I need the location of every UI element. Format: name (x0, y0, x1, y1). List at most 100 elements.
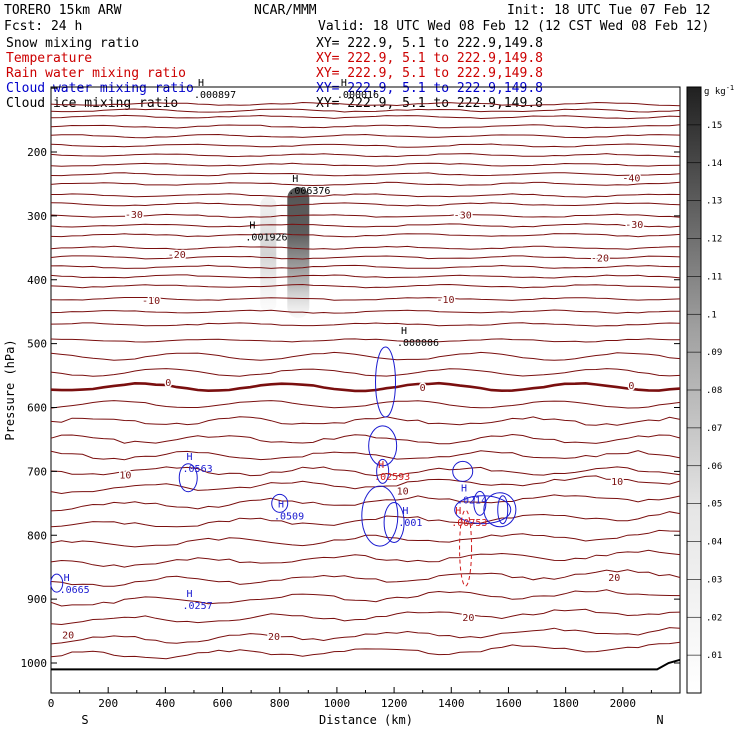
isotherm-line (50, 322, 681, 327)
extremum-letter: H (187, 589, 193, 600)
temperature-contour-label: -30 (625, 220, 643, 231)
extremum-value: .0665 (60, 585, 90, 596)
extremum-letter: H (378, 460, 384, 471)
legend-xy-cloud-water: XY= 222.9, 5.1 to 222.9,149.8 (316, 81, 543, 96)
extremum-value: .00753 (451, 518, 487, 529)
extremum-value: .000897 (194, 90, 236, 101)
snow-shading-layer (260, 187, 310, 319)
extrema-labels: H.000897H.000016H.006376H.001926H.000006… (60, 78, 488, 612)
x-tick-label: 1800 (552, 697, 579, 710)
temperature-contour-labels: -40 -30 -30 -30 -20 -20 -10 -10 0 0 0 10 10 10 20 20 20 2… (61, 172, 645, 645)
y-axis-title: Pressure (hPa) (3, 339, 17, 440)
legend-name-rain: Rain water mixing ratio (6, 66, 186, 81)
isotherm-line (50, 255, 681, 260)
isotherm-line (50, 133, 681, 139)
y-tick-label: 800 (27, 529, 47, 542)
temperature-contour-label: -30 (454, 211, 472, 222)
extremum-letter: H (187, 452, 193, 463)
cloud-water-contour (361, 485, 399, 547)
isotherm-line (50, 114, 681, 120)
x-tick-label: 1600 (495, 697, 522, 710)
y-tick-label: 700 (27, 465, 47, 478)
isotherm-line (50, 511, 681, 528)
snow-shading-2 (287, 187, 310, 319)
cloud-water-contour (368, 425, 398, 467)
extremum-letter: H (292, 174, 298, 185)
isotherm-line (50, 143, 681, 148)
x-axis: 0 200 400 600 800 1000 1200 1400 1600 1800 2000 (48, 687, 652, 710)
extremum-value: .006376 (288, 186, 330, 197)
colorbar-unit: g kg-1 (704, 84, 734, 97)
isotherm-line (50, 368, 681, 377)
y-tick-label: 600 (27, 402, 47, 415)
temperature-contour-label: 20 (608, 573, 620, 584)
isotherm-line (50, 433, 681, 445)
valid-time: Valid: 18 UTC Wed 08 Feb 12 (12 CST Wed … (318, 19, 709, 34)
x-axis-title: Distance (km) (319, 713, 413, 727)
header: TORERO 15km ARW NCAR/MMM Init: 18 UTC Tu… (4, 3, 711, 34)
isotherm-line (50, 245, 680, 250)
isotherm-line (50, 162, 681, 167)
isotherm-line (50, 627, 681, 645)
legend-xy-rain: XY= 222.9, 5.1 to 222.9,149.8 (316, 66, 543, 81)
isotherm-line (50, 172, 681, 177)
y-tick-label: 500 (27, 338, 47, 351)
extremum-value: .000006 (397, 338, 439, 349)
colorbar: .01 .02 .03 .04 .05 .06 .07 .08 .09 .1 .11 .12 .13 .1… (686, 84, 734, 694)
model-title: TORERO 15km ARW (4, 3, 122, 18)
colorbar-tick-label: .06 (706, 462, 722, 472)
isotherm-line (50, 400, 681, 409)
extremum-letter: H (401, 326, 407, 337)
colorbar-tick-label: .15 (706, 121, 722, 131)
south-end-label: S (81, 713, 88, 727)
rain-contour (459, 509, 473, 587)
isotherm-line (50, 641, 681, 660)
legend-name-cloud-ice: Cloud ice mixing ratio (6, 96, 178, 111)
temperature-contour-label: 20 (268, 632, 280, 643)
extremum-value: .001 (398, 518, 422, 529)
cloud-water-contour (271, 493, 289, 513)
y-tick-label: 200 (27, 146, 47, 159)
y-tick-label: 1000 (21, 657, 48, 670)
temperature-contour-label: 0 (420, 383, 426, 394)
isotherm-line (50, 233, 681, 238)
isotherm-line (50, 338, 681, 343)
isotherm-line (50, 450, 681, 461)
isotherm-line (50, 153, 681, 158)
colorbar-tick-label: .14 (706, 159, 722, 169)
extremum-letter: H (455, 506, 461, 517)
isotherm-line (50, 416, 681, 426)
temperature-contours (50, 101, 681, 660)
extremum-letter: H (461, 484, 467, 495)
isotherm-line (50, 297, 681, 301)
isotherm-line (50, 283, 680, 289)
isotherm-line (50, 549, 681, 568)
isotherm-line (50, 589, 681, 607)
cloud-water-contour (452, 460, 474, 482)
legend-xy-temperature: XY= 222.9, 5.1 to 222.9,149.8 (316, 51, 543, 66)
isotherm-line (50, 351, 681, 361)
temperature-contour-label: 20 (462, 613, 474, 624)
isotherm-line (50, 569, 681, 587)
temperature-contour-label: 10 (119, 471, 131, 482)
isotherm-line (50, 181, 681, 187)
colorbar-tick-label: .01 (706, 651, 722, 661)
isotherm-line (50, 608, 681, 626)
isotherm-line (50, 124, 681, 129)
temperature-contour-label: 0 (165, 378, 171, 389)
colorbar-tick-label: .12 (706, 235, 722, 245)
temperature-contour-label: -20 (591, 253, 609, 264)
y-tick-label: 300 (27, 210, 47, 223)
x-tick-label: 600 (213, 697, 233, 710)
extremum-letter: H (402, 506, 408, 517)
x-tick-label: 1400 (438, 697, 465, 710)
extremum-value: .0563 (183, 464, 213, 475)
extremum-value: .0257 (183, 601, 213, 612)
x-tick-label: 0 (48, 697, 55, 710)
temperature-contour-label: 10 (611, 477, 623, 488)
cloud-water-contour (50, 573, 64, 593)
colorbar-tick-label: .13 (706, 197, 722, 207)
ground-line (51, 658, 681, 671)
temperature-contour-label: -10 (142, 296, 160, 307)
